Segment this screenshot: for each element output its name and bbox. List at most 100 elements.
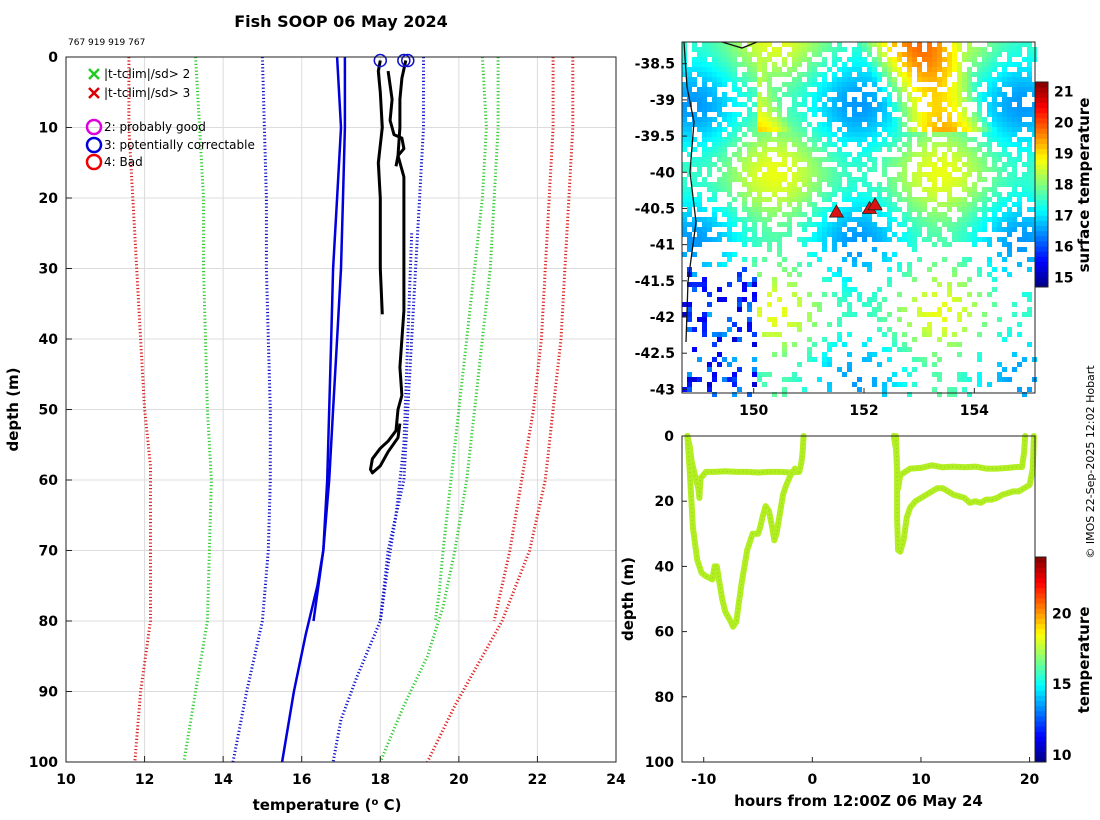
sst-cell [762, 152, 767, 157]
sst-cell [757, 177, 762, 182]
sst-cell [977, 217, 982, 222]
sst-cell [832, 72, 837, 77]
x-tick-label: 18 [371, 772, 390, 788]
sst-cell [702, 222, 707, 227]
sst-cell [792, 62, 797, 67]
sst-cell [1022, 247, 1027, 252]
sst-cell [737, 92, 742, 97]
sst-cell [697, 317, 702, 322]
sst-cell [1017, 182, 1022, 187]
sst-cell [722, 147, 727, 152]
sst-cell [1007, 107, 1012, 112]
sst-cell [857, 117, 862, 122]
sst-cell [862, 177, 867, 182]
sst-cell [1007, 217, 1012, 222]
sst-cell [967, 202, 972, 207]
sst-cell [902, 87, 907, 92]
sst-cell [722, 52, 727, 57]
colorbar-segment [1035, 562, 1046, 568]
sst-cell [947, 147, 952, 152]
sst-cell [762, 227, 767, 232]
sst-cell [752, 132, 757, 137]
sst-cell [907, 272, 912, 277]
sst-cell [1027, 187, 1032, 192]
sst-cell [757, 152, 762, 157]
sst-cell [752, 382, 757, 387]
sst-cell [752, 167, 757, 172]
sst-cell [957, 342, 962, 347]
sst-cell [967, 192, 972, 197]
sst-cell [952, 107, 957, 112]
sst-cell [947, 227, 952, 232]
sst-cell [1007, 172, 1012, 177]
sst-cell [727, 257, 732, 262]
sst-cell [872, 72, 877, 77]
sst-cell [752, 367, 757, 372]
sst-cell [817, 132, 822, 137]
sst-cell [687, 77, 692, 82]
sst-cell [917, 232, 922, 237]
sst-cell [852, 217, 857, 222]
sst-cell [857, 112, 862, 117]
sst-cell [952, 332, 957, 337]
sst-cell [712, 57, 717, 62]
y-tick-label: 60 [655, 625, 675, 641]
profile-plot: 10 12 14 16 18 20 22 240102030405060708090100te… [4, 50, 626, 814]
sst-cell [897, 177, 902, 182]
sst-cell [972, 167, 977, 172]
sst-cell [997, 102, 1002, 107]
sst-cell [752, 147, 757, 152]
sst-cell [907, 137, 912, 142]
sst-cell [982, 157, 987, 162]
sst-cell [992, 177, 997, 182]
sst-cell [767, 127, 772, 132]
sst-cell [972, 127, 977, 132]
sst-cell [907, 202, 912, 207]
sst-cell [722, 62, 727, 67]
sst-cell [697, 122, 702, 127]
sst-cell [1007, 272, 1012, 277]
sst-cell [952, 237, 957, 242]
sst-cell [732, 102, 737, 107]
sst-cell [737, 302, 742, 307]
sst-cell [902, 132, 907, 137]
sst-cell [962, 147, 967, 152]
sst-cell [702, 127, 707, 132]
sst-cell [707, 182, 712, 187]
sst-cell [892, 192, 897, 197]
sst-cell [762, 67, 767, 72]
sst-cell [712, 87, 717, 92]
sst-cell [902, 157, 907, 162]
sst-cell [812, 357, 817, 362]
sst-cell [792, 92, 797, 97]
sst-cell [967, 232, 972, 237]
sst-cell [832, 182, 837, 187]
sst-cell [762, 372, 767, 377]
sst-cell [752, 142, 757, 147]
sst-cell [767, 182, 772, 187]
sst-cell [837, 92, 842, 97]
sst-cell [877, 362, 882, 367]
sst-cell [812, 67, 817, 72]
sst-cell [722, 152, 727, 157]
sst-cell [1027, 232, 1032, 237]
sst-cell [767, 247, 772, 252]
sst-cell [877, 287, 882, 292]
sst-cell [812, 167, 817, 172]
sst-cell [1012, 162, 1017, 167]
sst-cell [767, 97, 772, 102]
sst-cell [932, 102, 937, 107]
sst-cell [922, 292, 927, 297]
sst-cell [682, 62, 687, 67]
sst-cell [792, 377, 797, 382]
sst-cell [737, 327, 742, 332]
sst-cell [997, 87, 1002, 92]
sst-cell [762, 137, 767, 142]
sst-cell [932, 352, 937, 357]
sst-cell [767, 317, 772, 322]
sst-cell [877, 202, 882, 207]
sst-cell [962, 237, 967, 242]
sst-cell [947, 197, 952, 202]
sst-cell [692, 77, 697, 82]
sst-cell [992, 127, 997, 132]
